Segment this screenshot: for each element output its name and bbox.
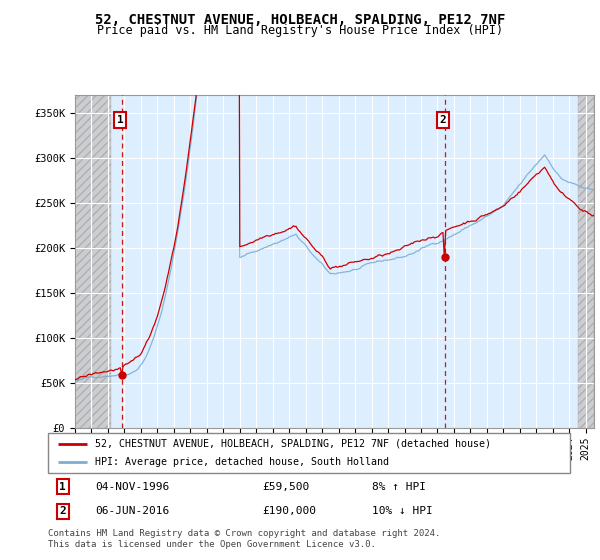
Text: £59,500: £59,500: [262, 482, 309, 492]
Text: 2: 2: [440, 115, 446, 125]
Text: 1: 1: [117, 115, 124, 125]
Text: 10% ↓ HPI: 10% ↓ HPI: [371, 506, 433, 516]
Text: £190,000: £190,000: [262, 506, 316, 516]
Text: 2: 2: [59, 506, 66, 516]
Text: 04-NOV-1996: 04-NOV-1996: [95, 482, 169, 492]
Bar: [578, 95, 594, 428]
Text: 8% ↑ HPI: 8% ↑ HPI: [371, 482, 425, 492]
Text: Contains HM Land Registry data © Crown copyright and database right 2024.
This d: Contains HM Land Registry data © Crown c…: [48, 529, 440, 549]
Text: 1: 1: [59, 482, 66, 492]
Text: Price paid vs. HM Land Registry's House Price Index (HPI): Price paid vs. HM Land Registry's House …: [97, 24, 503, 38]
Text: HPI: Average price, detached house, South Holland: HPI: Average price, detached house, Sout…: [95, 458, 389, 467]
Text: 06-JUN-2016: 06-JUN-2016: [95, 506, 169, 516]
Text: 52, CHESTNUT AVENUE, HOLBEACH, SPALDING, PE12 7NF (detached house): 52, CHESTNUT AVENUE, HOLBEACH, SPALDING,…: [95, 439, 491, 449]
Text: 52, CHESTNUT AVENUE, HOLBEACH, SPALDING, PE12 7NF: 52, CHESTNUT AVENUE, HOLBEACH, SPALDING,…: [95, 13, 505, 27]
Bar: [75, 95, 111, 428]
